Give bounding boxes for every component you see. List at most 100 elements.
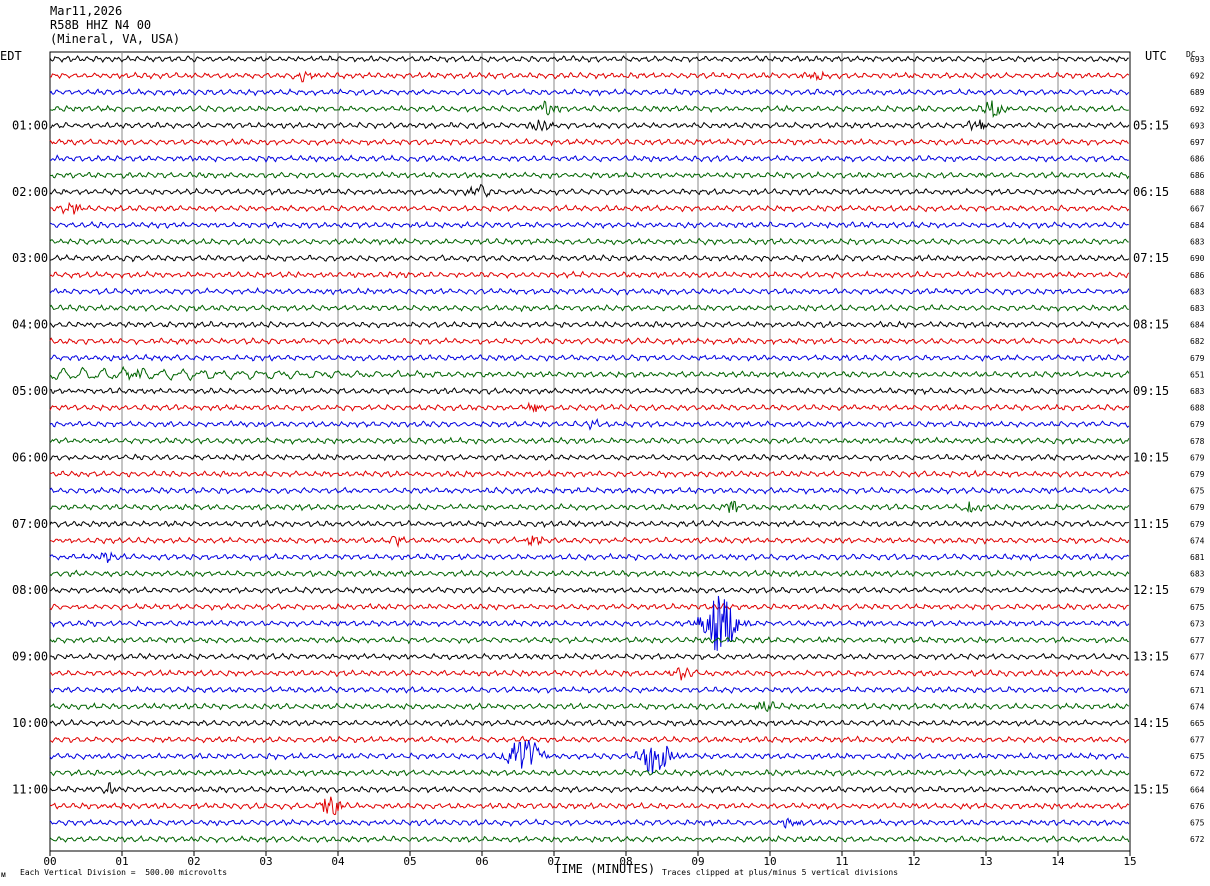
dc-offset-label: 665 xyxy=(1190,719,1205,728)
seismic-trace xyxy=(49,270,1130,280)
x-tick-label: 08 xyxy=(619,855,632,868)
left-time-label: 01:00 xyxy=(12,118,48,132)
seismic-trace xyxy=(49,286,1130,296)
seismic-trace xyxy=(49,701,1130,712)
dc-offset-label: 677 xyxy=(1190,736,1205,745)
right-time-label: 06:15 xyxy=(1133,185,1169,199)
seismic-trace xyxy=(49,171,1130,180)
dc-offset-label: 675 xyxy=(1190,603,1205,612)
dc-offset-label: 679 xyxy=(1190,470,1205,479)
dc-offset-label: 667 xyxy=(1190,204,1205,213)
seismic-trace xyxy=(49,137,1129,147)
seismic-trace xyxy=(49,685,1130,694)
left-time-label: 04:00 xyxy=(12,318,48,332)
seismic-trace xyxy=(49,436,1130,445)
dc-offset-label: 651 xyxy=(1190,370,1205,379)
x-tick-label: 10 xyxy=(763,855,776,868)
dc-offset-label: 672 xyxy=(1190,769,1205,778)
right-time-label: 05:15 xyxy=(1133,118,1169,132)
seismic-trace xyxy=(49,387,1129,396)
seismic-trace xyxy=(49,183,1129,198)
dc-offset-label: 677 xyxy=(1190,636,1205,645)
seismic-trace xyxy=(49,768,1130,777)
seismic-trace xyxy=(49,87,1130,97)
dc-offset-label: 675 xyxy=(1190,819,1205,828)
corner-mark: ᴍ xyxy=(1,870,6,879)
seismic-trace xyxy=(49,119,1130,132)
dc-offset-label: 673 xyxy=(1190,619,1205,628)
dc-offset-label: 692 xyxy=(1190,72,1205,81)
scale-note: Each Vertical Division = 500.00 microvol… xyxy=(20,868,228,877)
dc-offset-label: 674 xyxy=(1190,702,1205,711)
x-axis-title: TIME (MINUTES) xyxy=(554,862,656,876)
left-time-label: 05:00 xyxy=(12,384,48,398)
x-tick-label: 07 xyxy=(547,855,560,868)
dc-offset-label: 679 xyxy=(1190,354,1205,363)
right-time-label: 15:15 xyxy=(1133,782,1169,796)
x-tick-label: 02 xyxy=(187,855,200,868)
dc-offset-label: 683 xyxy=(1190,304,1205,313)
seismic-trace xyxy=(49,453,1130,462)
dc-offset-label: 693 xyxy=(1190,55,1205,64)
dc-offset-label: 672 xyxy=(1190,835,1205,844)
dc-offset-label: 683 xyxy=(1190,387,1205,396)
seismic-trace xyxy=(49,417,1130,431)
right-time-label: 13:15 xyxy=(1133,650,1169,664)
x-tick-label: 14 xyxy=(1051,855,1065,868)
dc-offset-label: 693 xyxy=(1190,121,1205,130)
dc-offset-label: 679 xyxy=(1190,520,1205,529)
seismic-trace xyxy=(49,551,1130,563)
right-time-label: 07:15 xyxy=(1133,251,1169,265)
x-tick-label: 03 xyxy=(259,855,272,868)
left-time-label: 11:00 xyxy=(12,782,48,796)
left-time-label: 02:00 xyxy=(12,185,48,199)
seismic-trace xyxy=(49,740,1129,775)
dc-offset-label: 683 xyxy=(1190,287,1205,296)
dc-offset-label: 686 xyxy=(1190,171,1205,180)
dc-offset-label: 684 xyxy=(1190,321,1205,330)
dc-offset-label: 684 xyxy=(1190,221,1205,230)
dc-offset-label: 676 xyxy=(1190,802,1205,811)
seismic-trace xyxy=(49,535,1130,548)
left-timezone-label: EDT xyxy=(0,49,22,63)
plot-frame xyxy=(49,51,1131,852)
right-time-label: 14:15 xyxy=(1133,716,1169,730)
dc-offset-label: 688 xyxy=(1190,404,1205,413)
x-tick-label: 06 xyxy=(475,855,488,868)
dc-offset-label: 683 xyxy=(1190,238,1205,247)
x-tick-label: 11 xyxy=(835,855,848,868)
seismic-trace xyxy=(49,201,1130,215)
seismic-trace xyxy=(49,586,1129,595)
seismic-trace xyxy=(49,304,1129,313)
seismic-trace xyxy=(49,320,1130,329)
left-time-label: 09:00 xyxy=(12,650,48,664)
seismic-trace xyxy=(49,100,1129,119)
seismic-trace xyxy=(49,782,1130,795)
dc-offset-label: 688 xyxy=(1190,188,1205,197)
right-time-label: 08:15 xyxy=(1133,318,1169,332)
seismic-trace xyxy=(49,519,1129,529)
x-tick-label: 00 xyxy=(43,855,56,868)
seismic-trace xyxy=(49,718,1130,727)
dc-offset-label: 682 xyxy=(1190,337,1205,346)
dc-offset-label: 681 xyxy=(1190,553,1205,562)
station-title: R58B HHZ N4 00 xyxy=(50,18,152,32)
dc-offset-label: 679 xyxy=(1190,586,1205,595)
dc-offset-label: 674 xyxy=(1190,536,1205,545)
seismic-trace xyxy=(49,602,1129,611)
x-tick-label: 13 xyxy=(979,855,992,868)
location-title: (Mineral, VA, USA) xyxy=(50,32,181,46)
dc-offset-label: 683 xyxy=(1190,570,1205,579)
seismic-trace xyxy=(49,337,1130,346)
left-time-label: 06:00 xyxy=(12,450,48,464)
dc-offset-label: 671 xyxy=(1190,686,1205,695)
dc-offset-label: 690 xyxy=(1190,254,1205,263)
dc-offset-label: 686 xyxy=(1190,155,1205,164)
right-time-label: 09:15 xyxy=(1133,384,1169,398)
seismic-trace xyxy=(49,817,1130,829)
dc-offset-label: 689 xyxy=(1190,88,1205,97)
left-time-label: 03:00 xyxy=(12,251,48,265)
x-tick-label: 04 xyxy=(331,855,345,868)
x-tick-label: 09 xyxy=(691,855,704,868)
